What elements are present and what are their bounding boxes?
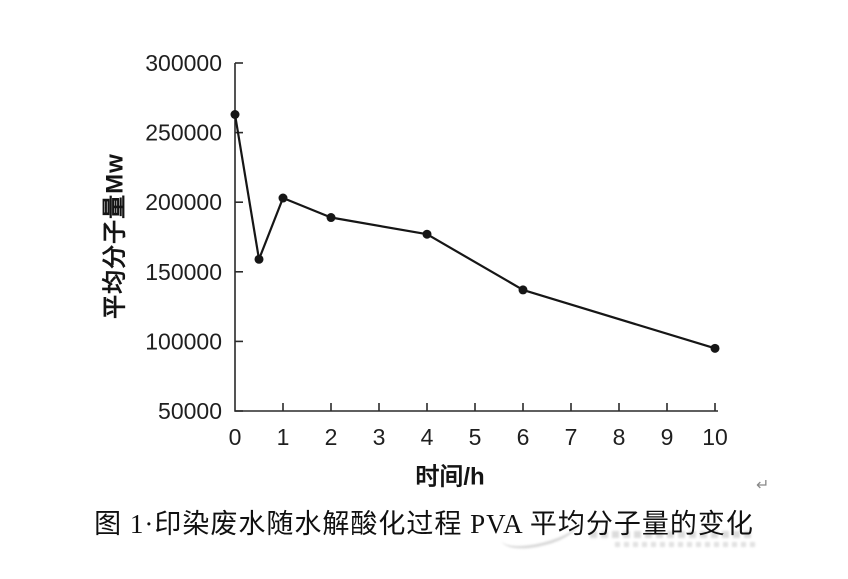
data-point-marker — [518, 285, 528, 295]
y-axis-title: 平均分子量Mw — [101, 153, 129, 319]
x-tick-label: 8 — [613, 424, 626, 450]
x-tick-label: 9 — [661, 424, 674, 450]
y-axis-ticks: 50000 100000 150000 200000 250000 300000 — [145, 50, 243, 424]
x-tick-label: 3 — [373, 424, 386, 450]
data-point-marker — [422, 229, 432, 239]
x-axis-ticks: 0 1 2 3 4 5 6 7 8 9 10 — [229, 403, 728, 450]
x-tick-label: 10 — [702, 424, 728, 450]
data-point-marker — [254, 254, 264, 264]
y-tick-label: 100000 — [145, 328, 222, 354]
y-tick-label: 150000 — [145, 259, 222, 285]
data-point-marker — [230, 110, 240, 120]
x-tick-label: 7 — [565, 424, 578, 450]
axis-lines — [234, 63, 718, 412]
data-point-marker — [326, 213, 336, 223]
y-tick-label: 300000 — [145, 50, 222, 76]
y-tick-label: 200000 — [145, 189, 222, 215]
x-tick-label: 2 — [325, 424, 338, 450]
y-tick-label: 50000 — [158, 398, 222, 424]
x-tick-label: 0 — [229, 424, 242, 450]
data-line — [233, 113, 717, 350]
y-tick-label: 250000 — [145, 120, 222, 146]
paragraph-return-mark-icon: ↵ — [756, 477, 770, 494]
axes — [234, 63, 718, 412]
x-tick-label: 4 — [421, 424, 434, 450]
x-axis-title: 时间/h — [415, 463, 485, 491]
figure-caption: 图 1·印染废水随水解酸化过程 PVA 平均分子量的变化 — [94, 509, 754, 539]
x-tick-label: 6 — [517, 424, 530, 450]
data-point-marker — [710, 343, 720, 353]
data-points — [230, 110, 720, 353]
data-point-marker — [278, 193, 288, 203]
x-tick-label: 5 — [469, 424, 482, 450]
x-tick-label: 1 — [277, 424, 290, 450]
